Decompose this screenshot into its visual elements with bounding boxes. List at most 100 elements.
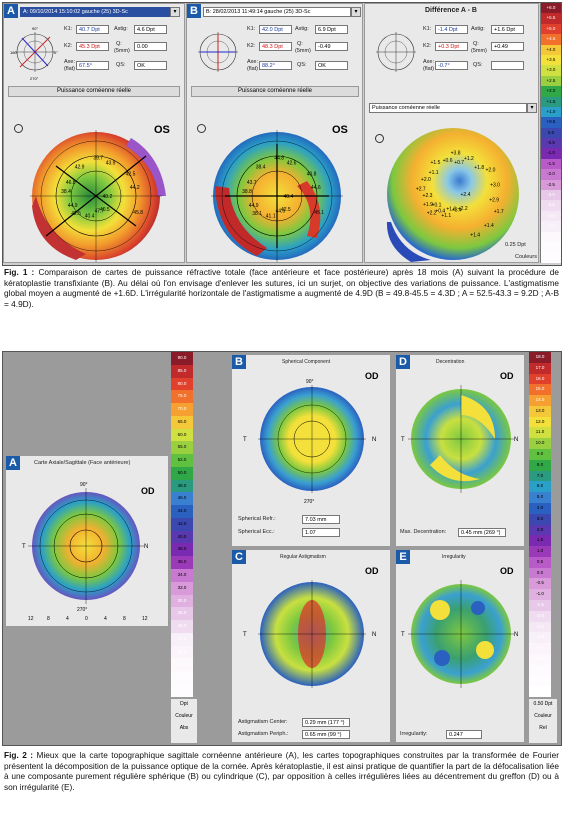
field-label: Spherical Ecc.: (238, 529, 275, 535)
eye-label: OD (500, 566, 514, 576)
qs-field: OK (315, 61, 348, 70)
magnifier-icon[interactable] (14, 124, 23, 133)
scale-step: -2.5 (541, 179, 561, 191)
panel-title: Carte Axiale/Sagittale (Face antérieure) (34, 460, 131, 466)
scale-step: -5.5 (541, 241, 561, 253)
scale-step: 55.0 (171, 441, 193, 455)
exam-select[interactable]: B: 28/02/2013 11:49:14 gauche (25) 3D-Sc (203, 7, 351, 17)
panel-letter-c: C (232, 550, 246, 564)
scale-step: 12.0 (529, 416, 551, 428)
fig2-panel-b: B Spherical Component OD T N 90° 270° Sphe… (231, 354, 391, 547)
panel-letter-b: B (232, 355, 246, 369)
scale-step: -3.0 (529, 632, 551, 644)
scale-step: 0.5 (529, 556, 551, 568)
panel-title: Regular Astigmatism (280, 554, 326, 560)
scale-step: -2.5 (529, 621, 551, 633)
scale-step: 5.0 (529, 492, 551, 503)
field-label: Max. Decentration: (400, 529, 447, 535)
scale-step: 60.0 (171, 428, 193, 442)
map-value-label: 46.8 (66, 180, 76, 186)
map-value-label: +1.7 (494, 209, 504, 215)
map-value-label: 44.2 (130, 185, 140, 191)
map-value-label: +1.8 (474, 165, 484, 171)
field-label: Irregularity: (400, 731, 428, 737)
scale-colors: Couleur (175, 713, 193, 719)
svg-text:90°: 90° (306, 379, 314, 385)
map-value-label: 44.6 (275, 208, 285, 214)
scale-step: 1.5 (529, 535, 551, 547)
colors-label: Couleurs (515, 254, 538, 260)
scale-step: -4.0 (529, 643, 551, 654)
eye-label: OD (500, 371, 514, 381)
axe-label: Axe: (423, 59, 435, 65)
absolute-scale-footer: Dpt Couleur Abs (171, 699, 197, 743)
map-value-label: 40.2 (103, 194, 113, 200)
panel-title: Decentration (436, 359, 465, 365)
svg-text:T: T (243, 437, 247, 443)
q-label: Q: (116, 41, 122, 47)
axis-tick-label: 4 (66, 616, 69, 622)
scale-step: 22.0 (171, 645, 193, 659)
dropdown-arrow-icon[interactable]: ▾ (527, 103, 537, 113)
magnifier-icon[interactable] (375, 134, 384, 143)
map-value-label: +0.4 (435, 209, 445, 215)
scale-mode: Abs (179, 725, 189, 731)
exam-select[interactable]: A: 09/10/2014 15:10:02 gauche (25) 3D-Sc (20, 7, 170, 17)
map-value-label: 41.1 (266, 214, 276, 220)
map-value-label: +3.0 (490, 183, 500, 189)
scale-step: 11.0 (529, 427, 551, 439)
difference-map: +2.4+2.2+3.8+2.2+2.7+2.0+1.1+1.5+1.7+1.9… (386, 128, 519, 262)
scale-step: +1.5 (541, 96, 561, 107)
q-label: Q: (297, 41, 303, 47)
map-value-label: +2.2 (427, 211, 437, 217)
q-sub: (5mm) (471, 48, 487, 54)
scale-step: 20.0 (171, 658, 193, 672)
q-sub: (5mm) (295, 48, 311, 54)
spherical-refr-field: 7.03 mm (302, 515, 340, 524)
relative-scale-footer: 0.50 Dpt Couleur Rel (529, 699, 557, 743)
axis-left-label: T (22, 544, 26, 550)
map-value-label: +3.4 (452, 207, 462, 213)
map-value-label: +0.6 (443, 158, 453, 164)
scale-step: -6.0 (541, 252, 561, 263)
k2-label: K2: (423, 43, 432, 49)
map-value-label: 44.9 (68, 203, 78, 209)
fig1-caption: Fig. 1 : Comparaison de cartes de puissa… (4, 267, 559, 309)
map-value-label: 40.5 (100, 207, 110, 213)
dropdown-arrow-icon[interactable]: ▾ (170, 7, 180, 17)
scale-step: 28.0 (171, 607, 193, 621)
axis-tick-label: 12 (28, 616, 34, 622)
scale-step: +5.0 (541, 23, 561, 35)
eye-label: OD (141, 486, 155, 496)
k1-field: 42.0 Dpt (259, 25, 292, 34)
eye-label: OS (154, 124, 170, 136)
dropdown-arrow-icon[interactable]: ▾ (351, 7, 361, 17)
scale-step: 0.0 (541, 127, 561, 139)
corneal-map-a: 40.2 42.5 39.7 40.5 38.4 42.5 40.4 42.9 45.8 44.9… (30, 130, 166, 262)
scale-step: -7.0 (529, 675, 551, 687)
scale-step: -5.0 (529, 653, 551, 665)
qs-field (491, 61, 524, 70)
svg-text:90°: 90° (32, 26, 38, 31)
scale-colors: Couleur (534, 713, 552, 719)
k2-label: K2: (64, 43, 73, 49)
step-label: 0.25 Dpt (505, 242, 526, 248)
magnifier-icon[interactable] (197, 124, 206, 133)
svg-text:N: N (514, 437, 518, 443)
scale-step: 90.0 (171, 352, 193, 365)
scale-step: 85.0 (171, 364, 193, 378)
map-value-label: +1.4 (484, 223, 494, 229)
map-value-label: 47.7 (94, 208, 104, 214)
fig2-caption-label: Fig. 2 : (4, 750, 34, 760)
map-type-select[interactable]: Puissance cornéenne réelle (369, 103, 527, 113)
map-value-label: 40.8 (307, 171, 317, 177)
eye-label: OD (365, 371, 379, 381)
q-field: 0.00 (134, 42, 167, 51)
scale-step: -1.0 (541, 148, 561, 159)
map-value-label: +2.0 (421, 177, 431, 183)
scale-step: +3.5 (541, 54, 561, 66)
fig1-panel-diff: Différence A - B K1: -1.4 Dpt K2: +0.3 D… (364, 3, 539, 263)
map-value-label: 38.4 (61, 189, 71, 195)
scale-step: 75.0 (171, 390, 193, 404)
map-value-label: +2.2 (458, 206, 468, 212)
